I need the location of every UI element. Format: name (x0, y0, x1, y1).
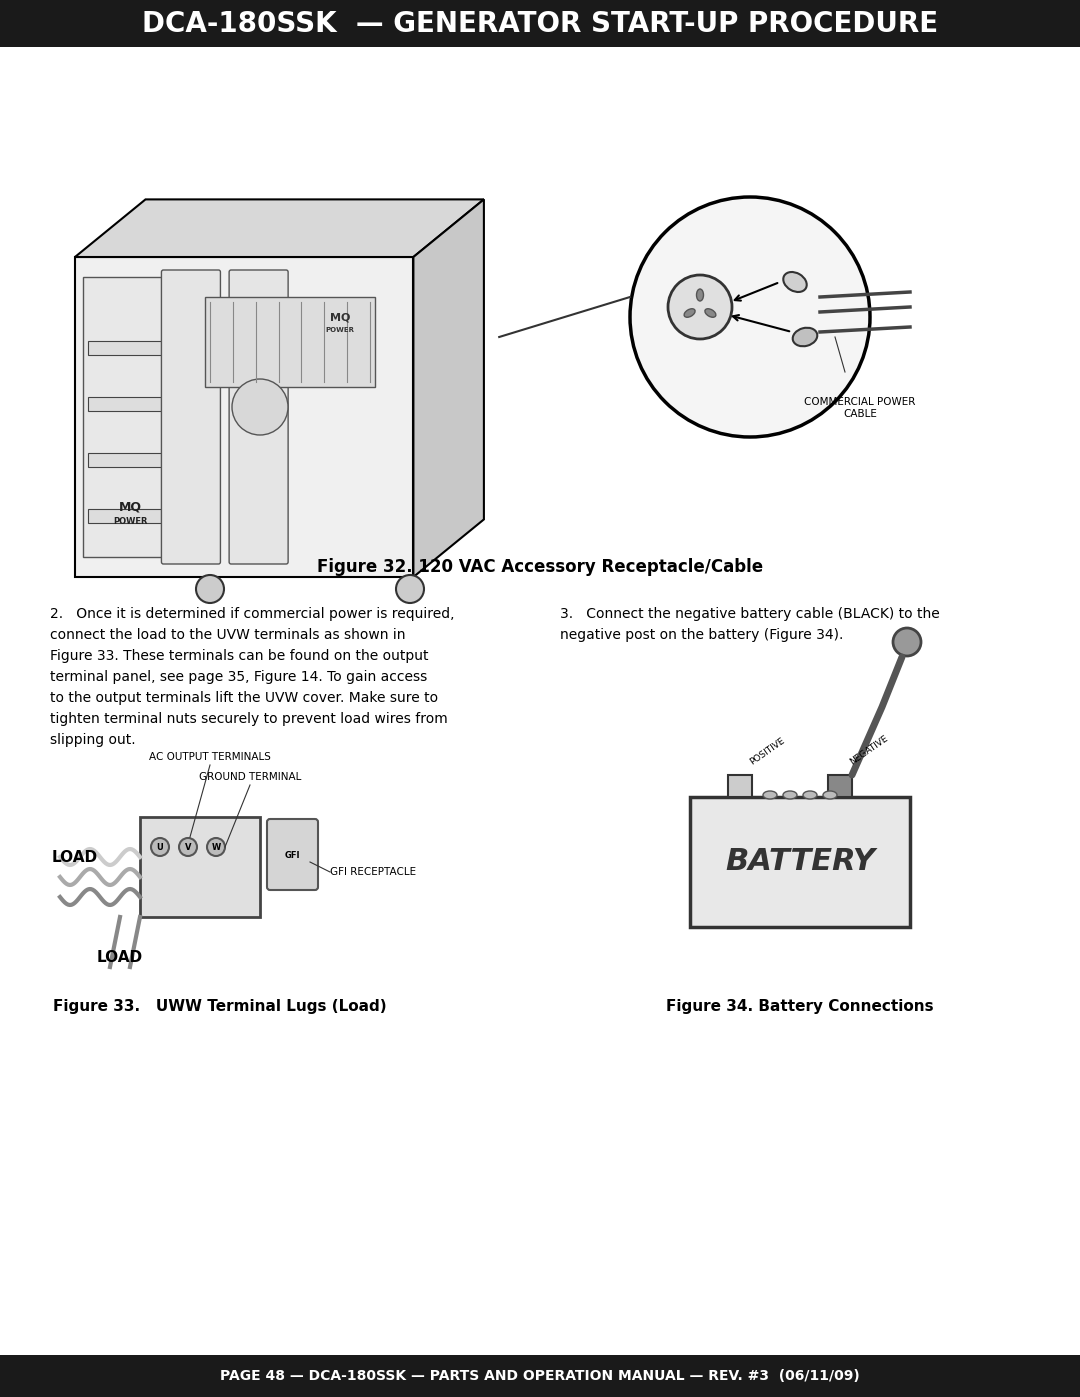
FancyBboxPatch shape (87, 341, 173, 355)
Text: connect the load to the UVW terminals as shown in: connect the load to the UVW terminals as… (50, 629, 405, 643)
FancyBboxPatch shape (75, 257, 414, 577)
FancyBboxPatch shape (87, 509, 173, 522)
Ellipse shape (684, 309, 696, 317)
Circle shape (195, 576, 224, 604)
Text: POWER: POWER (112, 517, 147, 527)
Circle shape (630, 197, 870, 437)
FancyBboxPatch shape (0, 1355, 1080, 1397)
Text: Figure 32. 120 VAC Accessory Receptacle/Cable: Figure 32. 120 VAC Accessory Receptacle/… (316, 557, 764, 576)
Text: 2.   Once it is determined if commercial power is required,: 2. Once it is determined if commercial p… (50, 608, 455, 622)
Circle shape (396, 576, 424, 604)
Ellipse shape (804, 791, 816, 799)
Circle shape (151, 838, 168, 856)
FancyBboxPatch shape (229, 270, 288, 564)
FancyBboxPatch shape (87, 453, 173, 467)
Text: LOAD: LOAD (52, 849, 98, 865)
Ellipse shape (783, 791, 797, 799)
Text: POSITIVE: POSITIVE (748, 736, 786, 767)
FancyBboxPatch shape (205, 298, 375, 387)
FancyBboxPatch shape (0, 0, 1080, 47)
FancyBboxPatch shape (83, 277, 178, 557)
Circle shape (669, 275, 732, 339)
Text: terminal panel, see page 35, Figure 14. To gain access: terminal panel, see page 35, Figure 14. … (50, 671, 428, 685)
Text: to the output terminals lift the UVW cover. Make sure to: to the output terminals lift the UVW cov… (50, 692, 438, 705)
Text: GROUND TERMINAL: GROUND TERMINAL (199, 773, 301, 782)
Text: BATTERY: BATTERY (725, 848, 875, 876)
Text: W: W (212, 842, 220, 852)
Text: COMMERCIAL POWER
CABLE: COMMERCIAL POWER CABLE (805, 397, 916, 419)
Polygon shape (75, 200, 484, 257)
Polygon shape (414, 200, 484, 577)
Text: LOAD: LOAD (97, 950, 143, 964)
Text: Figure 33. These terminals can be found on the output: Figure 33. These terminals can be found … (50, 650, 429, 664)
Text: GFI RECEPTACLE: GFI RECEPTACLE (330, 868, 416, 877)
FancyBboxPatch shape (828, 775, 852, 798)
Text: MQ: MQ (329, 312, 350, 321)
FancyBboxPatch shape (728, 775, 752, 798)
Text: Figure 34. Battery Connections: Figure 34. Battery Connections (666, 999, 934, 1014)
Ellipse shape (762, 791, 777, 799)
Text: NEGATIVE: NEGATIVE (848, 733, 890, 767)
Circle shape (232, 379, 288, 434)
Ellipse shape (697, 289, 703, 300)
Circle shape (893, 629, 921, 657)
Circle shape (179, 838, 197, 856)
Text: negative post on the battery (Figure 34).: negative post on the battery (Figure 34)… (561, 629, 843, 643)
Text: U: U (157, 842, 163, 852)
Text: tighten terminal nuts securely to prevent load wires from: tighten terminal nuts securely to preven… (50, 712, 448, 726)
FancyBboxPatch shape (690, 798, 910, 928)
Ellipse shape (783, 272, 807, 292)
FancyBboxPatch shape (87, 397, 173, 411)
Text: PAGE 48 — DCA-180SSK — PARTS AND OPERATION MANUAL — REV. #3  (06/11/09): PAGE 48 — DCA-180SSK — PARTS AND OPERATI… (220, 1369, 860, 1383)
Text: MQ: MQ (119, 500, 141, 514)
Text: AC OUTPUT TERMINALS: AC OUTPUT TERMINALS (149, 752, 271, 761)
Circle shape (207, 838, 225, 856)
FancyBboxPatch shape (267, 819, 318, 890)
Text: DCA-180SSK  — GENERATOR START-UP PROCEDURE: DCA-180SSK — GENERATOR START-UP PROCEDUR… (141, 10, 939, 38)
Ellipse shape (705, 309, 716, 317)
Text: slipping out.: slipping out. (50, 733, 136, 747)
Text: GFI: GFI (284, 851, 300, 859)
Text: Figure 33.   UWW Terminal Lugs (Load): Figure 33. UWW Terminal Lugs (Load) (53, 999, 387, 1014)
Text: 3.   Connect the negative battery cable (BLACK) to the: 3. Connect the negative battery cable (B… (561, 608, 940, 622)
Ellipse shape (823, 791, 837, 799)
FancyBboxPatch shape (161, 270, 220, 564)
Text: POWER: POWER (325, 327, 354, 332)
FancyBboxPatch shape (140, 817, 260, 916)
Text: V: V (185, 842, 191, 852)
Ellipse shape (793, 328, 818, 346)
